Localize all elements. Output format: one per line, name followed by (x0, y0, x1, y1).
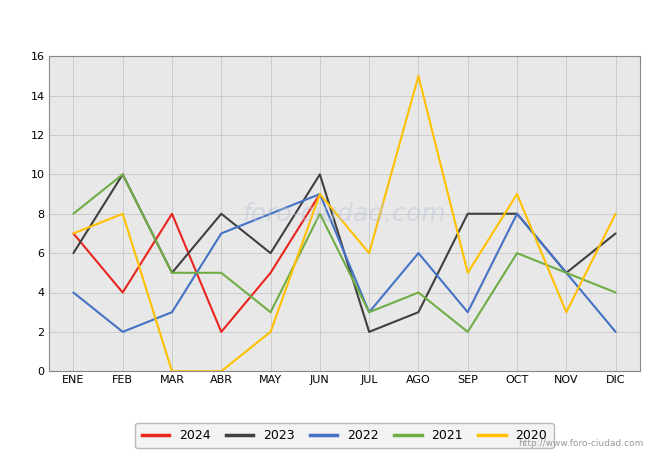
Text: Matriculaciones de Vehiculos en Valencia de Alcántara: Matriculaciones de Vehiculos en Valencia… (106, 16, 544, 31)
Text: http://www.foro-ciudad.com: http://www.foro-ciudad.com (518, 439, 644, 448)
Text: foro-ciudad.com: foro-ciudad.com (242, 202, 447, 226)
Legend: 2024, 2023, 2022, 2021, 2020: 2024, 2023, 2022, 2021, 2020 (135, 423, 554, 449)
